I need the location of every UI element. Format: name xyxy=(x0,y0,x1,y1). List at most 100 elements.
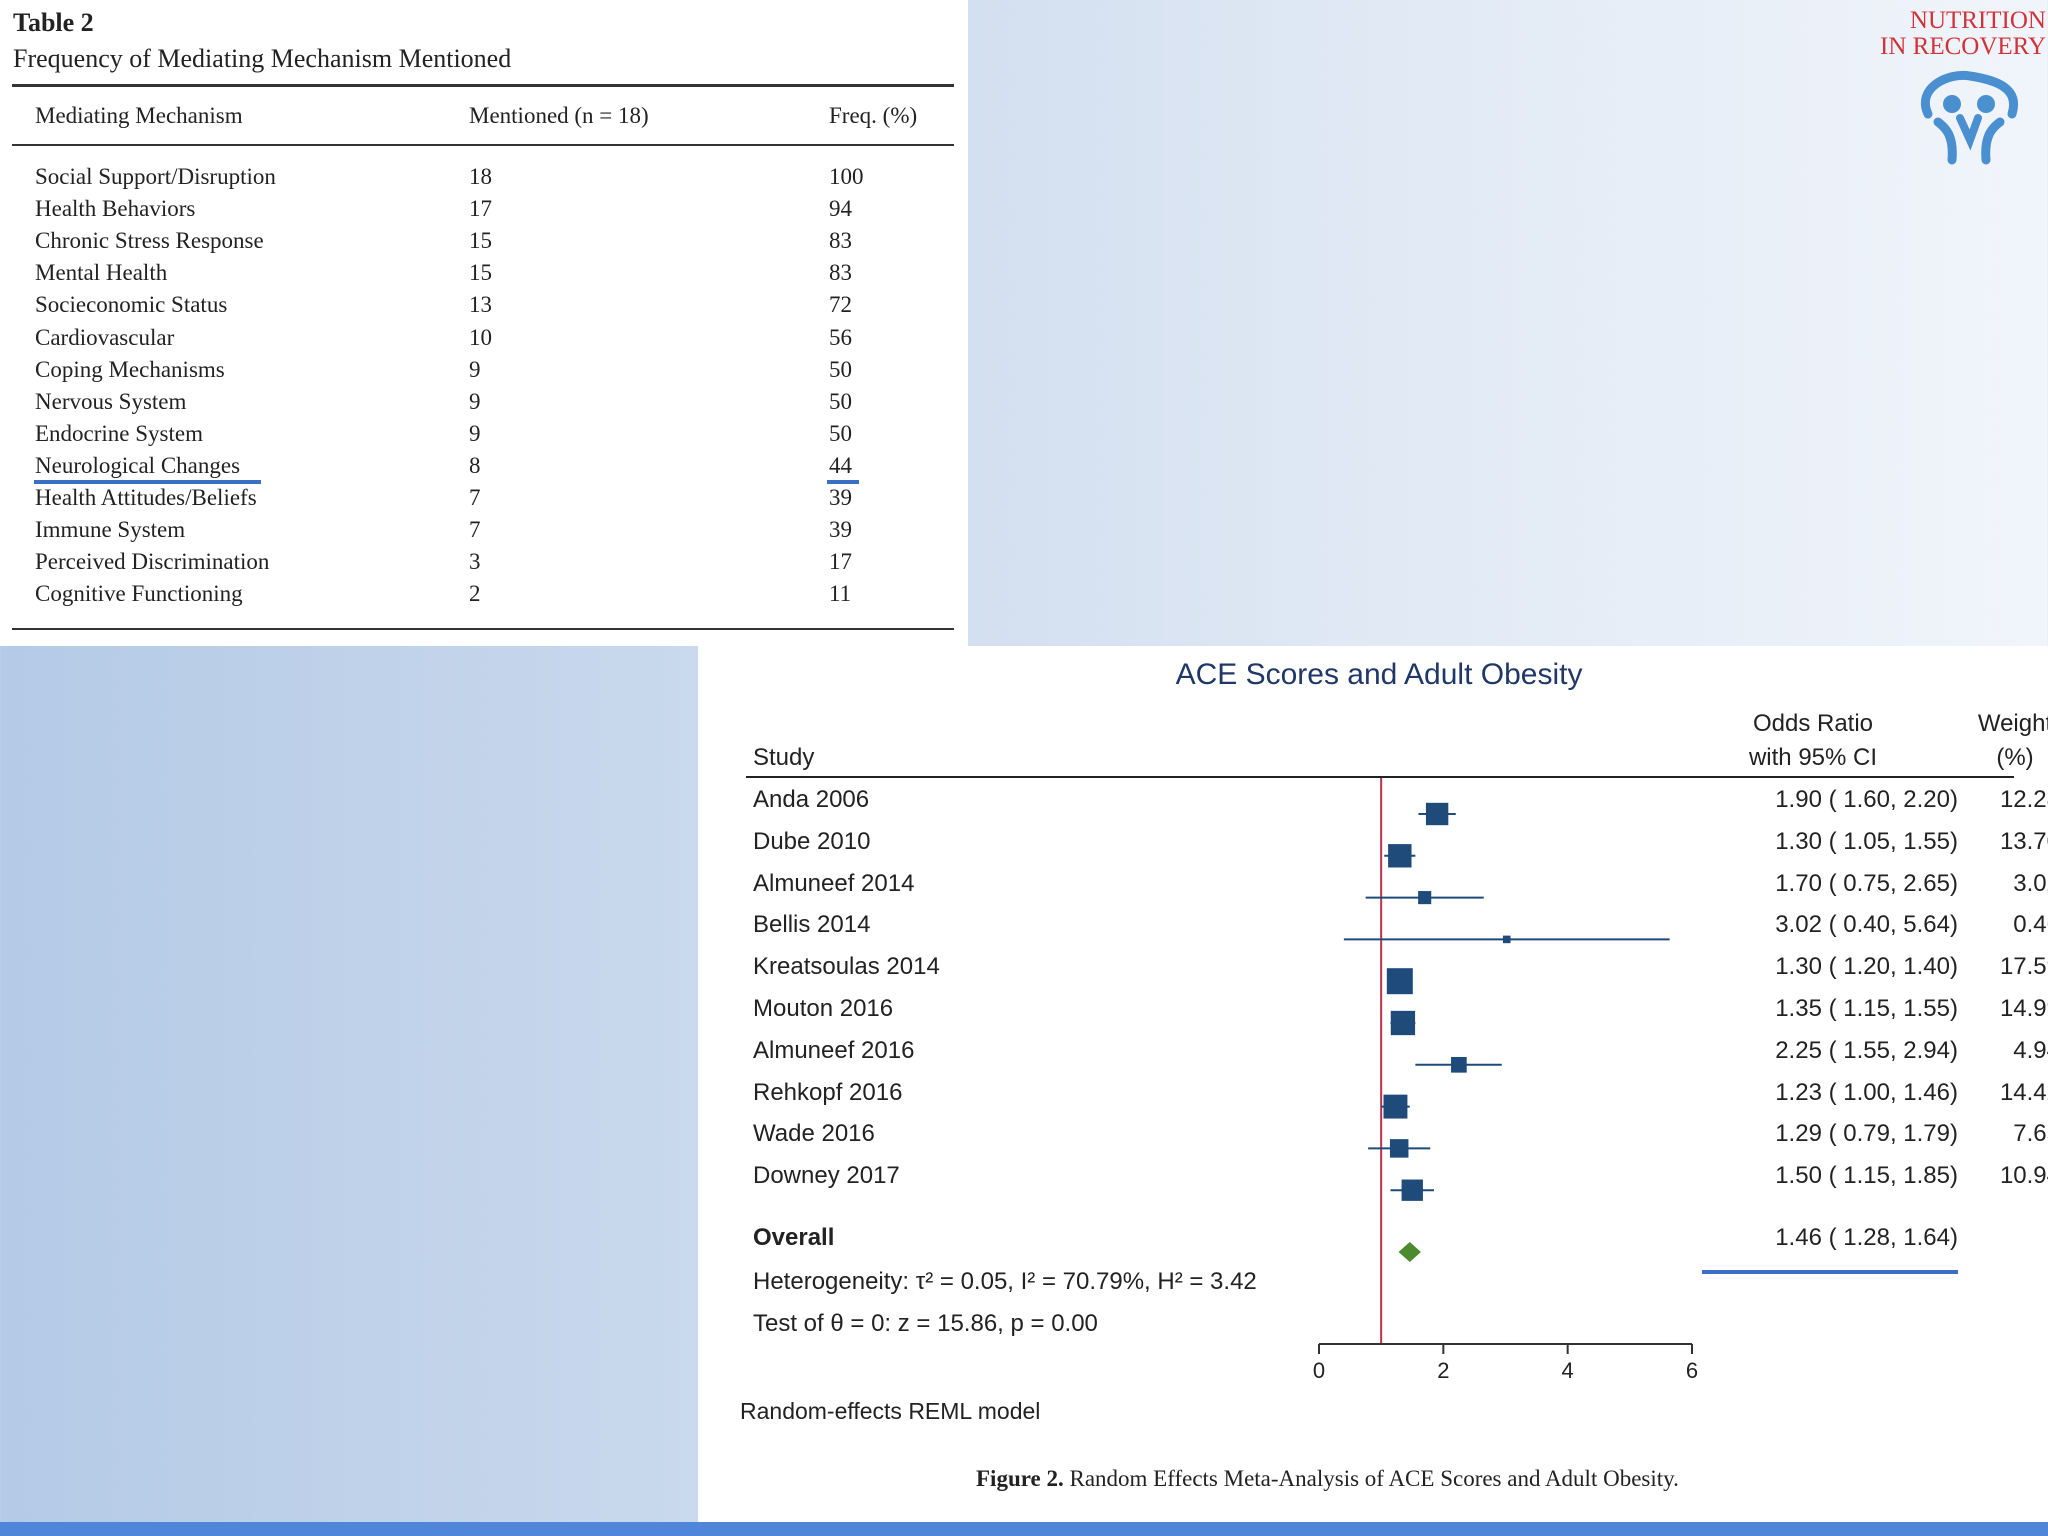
study-weight: 3.02 xyxy=(2013,869,2048,897)
table-cell-mentioned: 17 xyxy=(469,196,492,222)
table-cell-mechanism: Chronic Stress Response xyxy=(35,228,264,254)
weight-header-line-2: (%) xyxy=(1996,744,2034,771)
study-marker xyxy=(1425,802,1449,826)
study-weight: 0.46 xyxy=(2013,911,2048,939)
table-cell-freq: 83 xyxy=(829,260,852,286)
overall-diamond xyxy=(1398,1242,1421,1262)
table-cell-freq: 56 xyxy=(829,324,852,350)
table-cell-mentioned: 9 xyxy=(469,356,481,382)
study-marker xyxy=(1451,1056,1467,1073)
forest-plot-svg: 0 2 4 6 xyxy=(746,776,2014,1383)
table-cell-mentioned: 13 xyxy=(469,292,492,318)
study-name: Bellis 2014 xyxy=(753,911,871,939)
table-cell-mechanism: Mental Health xyxy=(35,260,168,286)
study-or-ci: 1.30 ( 1.20, 1.40) xyxy=(1775,953,1958,981)
overall-highlight-underline xyxy=(1702,1270,1958,1274)
study-or-ci: 1.23 ( 1.00, 1.46) xyxy=(1775,1078,1958,1106)
table-cell-freq: 83 xyxy=(829,228,852,254)
study-marker xyxy=(1383,1094,1408,1119)
figure-caption-text: Random Effects Meta-Analysis of ACE Scor… xyxy=(1069,1466,1679,1491)
table-bottom-rule xyxy=(12,628,954,630)
table-cell-mentioned: 9 xyxy=(469,388,481,414)
study-marker xyxy=(1386,968,1413,995)
logo-line-1: NUTRITION xyxy=(1909,7,2046,34)
table-cell-freq: 94 xyxy=(829,196,852,222)
table-cell-freq: 50 xyxy=(829,356,852,382)
study-weight: 10.94 xyxy=(1999,1162,2048,1190)
table-cell-mentioned: 3 xyxy=(469,549,481,575)
table-cell-mechanism: Immune System xyxy=(35,517,186,543)
logo-line-2: IN RECOVERY xyxy=(1880,33,2046,60)
or-header-line-2: with 95% CI xyxy=(1748,744,1878,771)
table-cell-freq: 11 xyxy=(829,581,852,607)
table-cell-mentioned: 18 xyxy=(469,164,492,189)
table-cell-mentioned: 10 xyxy=(469,324,492,350)
study-marker xyxy=(1390,1010,1416,1036)
study-column-header: Study xyxy=(753,744,815,771)
study-or-ci: 2.25 ( 1.55, 2.94) xyxy=(1775,1036,1958,1064)
x-tick-label: 0 xyxy=(1313,1358,1325,1383)
table-cell-mentioned: 15 xyxy=(469,260,492,286)
logo: NUTRITION IN RECOVERY xyxy=(1870,6,2048,166)
table-cell-mechanism: Perceived Discrimination xyxy=(35,549,270,575)
table-header-rule xyxy=(12,144,954,146)
model-note: Random-effects REML model xyxy=(740,1398,1041,1424)
table-cell-mechanism: Coping Mechanisms xyxy=(35,356,225,382)
highlight-underline-mechanism xyxy=(34,480,261,484)
table-cell-freq: 17 xyxy=(829,549,852,575)
weight-header-line-1: Weight xyxy=(1977,710,2048,737)
table-cell-mechanism: Socieconomic Status xyxy=(35,292,228,318)
table-cell-freq: 72 xyxy=(829,292,852,318)
bottom-accent-bar xyxy=(0,1522,2048,1536)
table-panel: Table 2 Frequency of Mediating Mechanism… xyxy=(0,0,968,646)
table-cell-mentioned: 2 xyxy=(469,581,481,607)
study-name: Wade 2016 xyxy=(753,1120,875,1148)
overall-label: Overall xyxy=(753,1224,835,1251)
table-cell-mechanism: Cognitive Functioning xyxy=(35,581,243,607)
table-cell-freq: 50 xyxy=(829,388,852,414)
study-weight: 4.94 xyxy=(2013,1036,2048,1064)
table-label: Table 2 xyxy=(13,8,94,37)
table-top-rule xyxy=(12,84,954,87)
or-header-line-1: Odds Ratio xyxy=(1752,710,1874,737)
study-name: Rehkopf 2016 xyxy=(753,1078,903,1106)
study-name: Downey 2017 xyxy=(753,1162,900,1190)
x-tick-label: 6 xyxy=(1686,1358,1698,1383)
heterogeneity-text: Heterogeneity: τ² = 0.05, I² = 70.79%, H… xyxy=(753,1268,1257,1295)
table-cell-freq: 50 xyxy=(829,420,852,446)
table-cell-freq: 100 xyxy=(829,164,864,189)
logo-mark-icon xyxy=(1921,70,2019,165)
study-or-ci: 1.70 ( 0.75, 2.65) xyxy=(1775,869,1958,897)
table-cell-mentioned: 8 xyxy=(469,452,481,478)
table-cell-mechanism: Social Support/Disruption xyxy=(35,164,276,189)
highlight-underline-freq xyxy=(827,480,859,484)
table-cell-freq: 39 xyxy=(829,485,852,510)
logo-text: NUTRITION IN RECOVERY xyxy=(1880,8,2046,60)
chart-title: ACE Scores and Adult Obesity xyxy=(1175,658,1583,691)
table-cell-mentioned: 7 xyxy=(469,485,481,510)
table-cell-freq: 39 xyxy=(829,517,852,543)
study-weight: 12.28 xyxy=(1999,786,2048,813)
study-marker xyxy=(1388,844,1412,868)
study-or-ci: 1.30 ( 1.05, 1.55) xyxy=(1775,827,1958,855)
table-cell-mechanism: Health Behaviors xyxy=(35,196,196,222)
table-cell-mentioned: 15 xyxy=(469,228,492,254)
study-weight: 17.59 xyxy=(1999,953,2048,981)
table-cell-mechanism: Nervous System xyxy=(35,388,187,414)
study-or-ci: 1.90 ( 1.60, 2.20) xyxy=(1775,786,1958,813)
study-weight: 14.99 xyxy=(1999,995,2048,1022)
study-or-ci: 1.29 ( 0.79, 1.79) xyxy=(1775,1120,1958,1148)
study-name: Anda 2006 xyxy=(753,786,870,813)
figure-caption: Figure 2. Random Effects Meta-Analysis o… xyxy=(976,1466,1679,1492)
figure-caption-label: Figure 2. xyxy=(976,1466,1064,1491)
study-marker xyxy=(1389,1139,1409,1158)
table-header-mentioned: Mentioned (n = 18) xyxy=(469,103,649,128)
test-text: Test of θ = 0: z = 15.86, p = 0.00 xyxy=(753,1310,1098,1337)
study-or-ci: 1.35 ( 1.15, 1.55) xyxy=(1775,995,1958,1022)
table-cell-mechanism: Health Attitudes/Beliefs xyxy=(35,485,257,510)
study-name: Dube 2010 xyxy=(753,827,871,855)
table-cell-mentioned: 7 xyxy=(469,517,481,543)
x-tick-label: 2 xyxy=(1437,1358,1449,1383)
table-cell-mentioned: 9 xyxy=(469,420,481,446)
table-header-freq: Freq. (%) xyxy=(829,103,918,128)
